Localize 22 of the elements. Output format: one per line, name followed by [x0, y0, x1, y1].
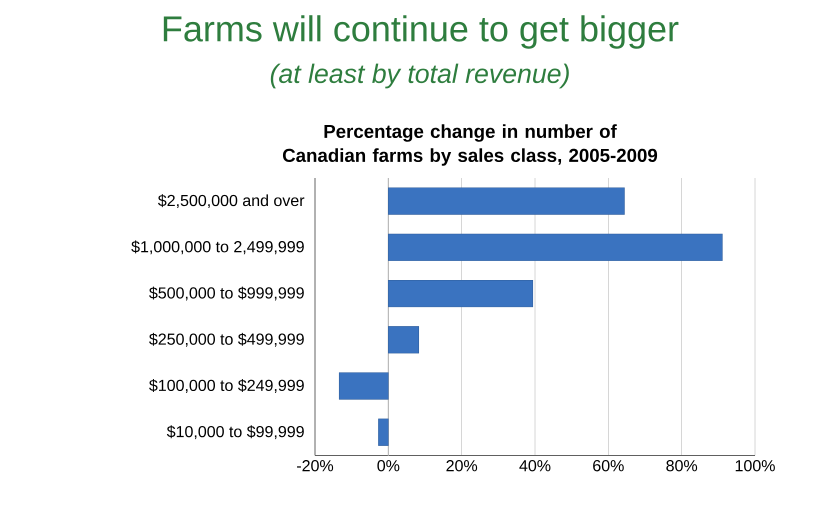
- x-tick-label: 100%: [736, 460, 775, 472]
- x-tick-label: -20%: [297, 460, 334, 472]
- bar: [388, 188, 625, 215]
- y-tick-label: $10,000 to $99,999: [166, 425, 304, 440]
- y-tick-label: $500,000 to $999,999: [149, 286, 304, 300]
- bar: [388, 234, 723, 261]
- chart-title: Farms will continue to get bigger: [164, 15, 678, 49]
- x-tick-label: 80%: [666, 460, 698, 472]
- bar: [388, 280, 534, 308]
- x-tick-label: 40%: [519, 460, 550, 472]
- y-tick-label: $1,000,000 to 2,499,999: [131, 240, 304, 254]
- text: Percentage change in number of Canadian farms by sales class, 2005-2009: [282, 124, 658, 166]
- y-tick-label: $250,000 to $499,999: [149, 332, 304, 347]
- chart-subtitle: (at least by total revenue): [270, 64, 569, 88]
- bar: [338, 372, 389, 400]
- x-tick-label: 0%: [377, 460, 400, 472]
- x-tick-label: 60%: [593, 460, 624, 472]
- y-tick-label: $100,000 to $249,999: [149, 379, 304, 393]
- bar: [378, 418, 389, 446]
- bar: [388, 326, 420, 354]
- y-tick-label: $2,500,000 and over: [158, 194, 304, 208]
- x-tick-label: 20%: [446, 460, 478, 472]
